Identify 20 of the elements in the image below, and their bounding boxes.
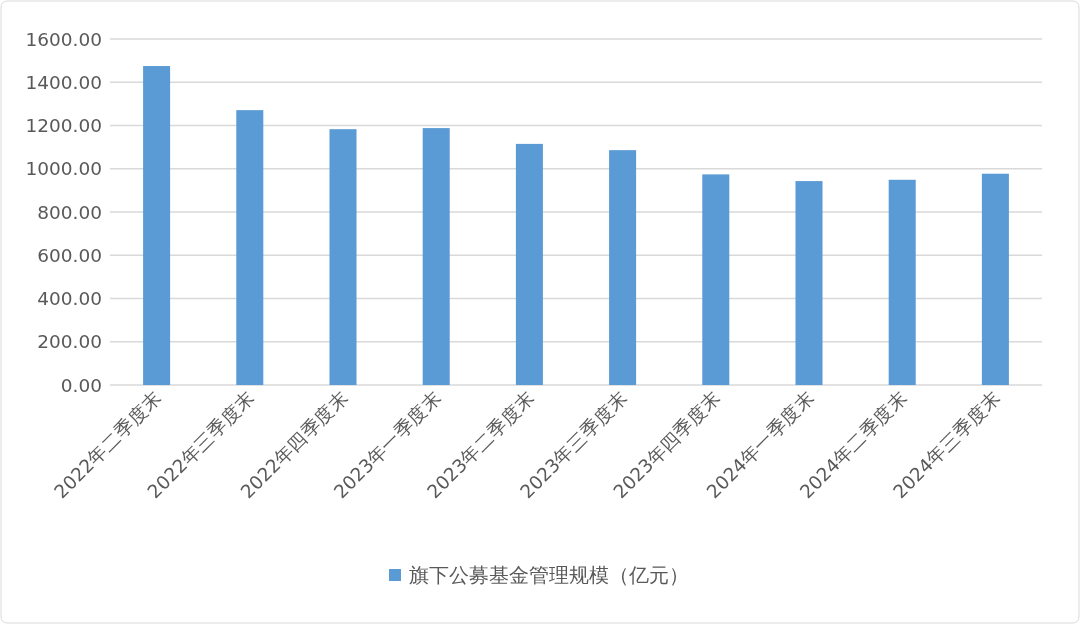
bar bbox=[609, 150, 637, 385]
bar bbox=[981, 173, 1009, 385]
y-tick-label: 1200.00 bbox=[25, 115, 102, 136]
bar bbox=[795, 181, 823, 385]
y-tick-label: 200.00 bbox=[37, 331, 102, 353]
bar bbox=[422, 128, 450, 385]
y-tick-label: 1400.00 bbox=[25, 71, 102, 93]
bar bbox=[143, 66, 171, 385]
y-tick-label: 0.00 bbox=[60, 374, 102, 396]
bar bbox=[329, 129, 357, 385]
legend-label: 旗下公募基金管理规模（亿元） bbox=[409, 563, 689, 587]
bar bbox=[515, 143, 543, 385]
y-tick-label: 800.00 bbox=[37, 201, 102, 223]
bar bbox=[702, 174, 730, 385]
y-tick-label: 400.00 bbox=[37, 288, 102, 309]
y-tick-label: 1600.00 bbox=[25, 28, 102, 50]
y-tick-label: 600.00 bbox=[37, 244, 102, 266]
bar bbox=[236, 110, 264, 385]
y-tick-label: 1000.00 bbox=[25, 158, 102, 180]
bar bbox=[888, 179, 916, 385]
